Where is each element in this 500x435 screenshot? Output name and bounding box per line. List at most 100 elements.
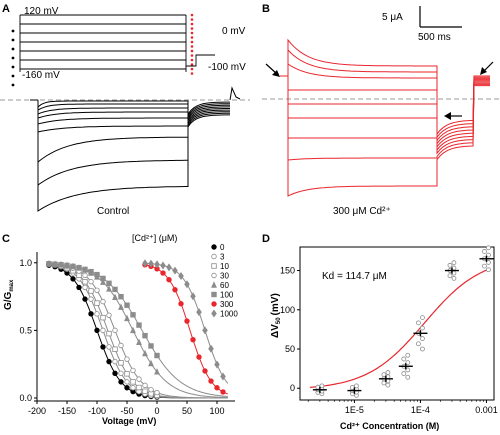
data-point bbox=[416, 341, 421, 347]
panel-letter-b: B bbox=[262, 3, 270, 15]
data-point bbox=[130, 385, 136, 391]
scale-time-label: 500 ms bbox=[418, 32, 451, 43]
data-point bbox=[451, 275, 457, 281]
data-point bbox=[447, 273, 453, 279]
data-point bbox=[64, 262, 70, 269]
capacitive-spike bbox=[229, 86, 241, 101]
protocol-top-label: 120 mV bbox=[24, 6, 59, 17]
x-tick-label: 1E-4 bbox=[411, 405, 430, 415]
current-trace bbox=[280, 75, 490, 145]
data-point bbox=[148, 359, 154, 367]
legend-label: 0 bbox=[220, 243, 225, 252]
data-point bbox=[401, 371, 407, 376]
c-xlabel: Voltage (mV) bbox=[102, 416, 156, 426]
data-point bbox=[100, 314, 106, 321]
protocol-marker bbox=[190, 22, 194, 26]
data-point bbox=[142, 332, 148, 339]
protocol-post-label: -100 mV bbox=[208, 62, 246, 73]
data-point bbox=[82, 272, 88, 279]
data-point bbox=[211, 263, 217, 269]
data-point bbox=[184, 318, 190, 324]
cd-label: 300 μM Cd²⁺ bbox=[333, 206, 391, 217]
data-point bbox=[94, 271, 100, 278]
data-point bbox=[154, 389, 160, 396]
current-trace bbox=[37, 100, 230, 125]
data-point bbox=[190, 337, 196, 343]
data-point bbox=[46, 261, 52, 267]
data-point bbox=[88, 296, 94, 302]
data-point bbox=[124, 302, 130, 308]
data-point bbox=[124, 385, 130, 391]
y-tick-label: 0 bbox=[290, 383, 295, 393]
c-ylabel: G/Gmax bbox=[3, 279, 15, 310]
scale-current-label: 5 μA bbox=[382, 12, 403, 23]
data-point bbox=[88, 278, 94, 285]
protocol-marker bbox=[11, 65, 15, 69]
panel-letter-d: D bbox=[262, 233, 270, 245]
data-point bbox=[100, 278, 106, 285]
data-point bbox=[100, 298, 106, 305]
d-xlabel: Cd²⁺ Concentration (M) bbox=[340, 421, 439, 431]
current-trace bbox=[37, 100, 230, 133]
voltage-protocol: 120 mV -160 mV 0 mV -100 mV bbox=[11, 6, 246, 87]
hill-fit-curve bbox=[309, 268, 491, 388]
arrow-icon bbox=[265, 63, 280, 77]
data-point bbox=[211, 281, 217, 288]
data-point bbox=[82, 266, 88, 273]
protocol-marker bbox=[190, 72, 194, 75]
current-trace bbox=[37, 100, 230, 118]
data-point bbox=[118, 370, 124, 377]
x-tick-label: 100 bbox=[209, 406, 224, 416]
data-point bbox=[130, 367, 136, 374]
protocol-marker bbox=[190, 31, 194, 35]
protocol-tail bbox=[186, 54, 215, 67]
protocol-marker bbox=[190, 36, 194, 39]
protocol-hold-label: 0 mV bbox=[222, 26, 246, 37]
data-point bbox=[214, 360, 220, 369]
data-point bbox=[94, 327, 100, 334]
data-point bbox=[130, 379, 136, 385]
data-point bbox=[100, 275, 106, 282]
data-point bbox=[118, 360, 124, 366]
data-point bbox=[405, 360, 411, 366]
arrow-icon bbox=[480, 61, 494, 75]
current-trace bbox=[37, 100, 230, 121]
protocol-marker bbox=[190, 58, 194, 62]
data-point bbox=[124, 356, 130, 362]
protocol-marker bbox=[190, 63, 194, 66]
data-point bbox=[405, 374, 411, 380]
x-tick-label: 0 bbox=[154, 406, 159, 416]
data-point bbox=[136, 338, 142, 346]
x-tick-label: 50 bbox=[182, 406, 192, 416]
data-point bbox=[142, 382, 148, 389]
data-point bbox=[160, 261, 166, 270]
data-point bbox=[211, 291, 217, 298]
data-point bbox=[202, 368, 208, 374]
legend-title: [Cd²⁺] (μM) bbox=[132, 233, 177, 243]
data-point bbox=[190, 292, 196, 301]
data-point bbox=[401, 356, 407, 362]
data-point bbox=[148, 386, 154, 393]
data-point bbox=[76, 284, 82, 291]
data-point bbox=[166, 263, 172, 272]
data-point bbox=[76, 264, 82, 271]
control-current-traces bbox=[30, 86, 241, 212]
data-point bbox=[220, 372, 226, 381]
legend-label: 100 bbox=[220, 291, 234, 300]
data-point bbox=[124, 314, 130, 322]
current-trace bbox=[280, 75, 490, 197]
legend-label: 3 bbox=[220, 253, 225, 262]
data-point bbox=[118, 342, 124, 349]
data-point bbox=[172, 266, 178, 275]
data-point bbox=[106, 312, 112, 318]
x-tick-label: -50 bbox=[120, 406, 133, 416]
protocol-marker bbox=[11, 29, 15, 33]
legend-label: 10 bbox=[220, 262, 229, 271]
data-point bbox=[58, 262, 64, 268]
data-point bbox=[220, 389, 226, 395]
data-point bbox=[136, 376, 142, 382]
panel-letter-c: C bbox=[2, 233, 10, 245]
data-point bbox=[420, 336, 425, 341]
